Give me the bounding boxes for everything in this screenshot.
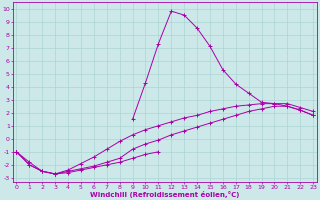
X-axis label: Windchill (Refroidissement éolien,°C): Windchill (Refroidissement éolien,°C) (90, 191, 240, 198)
